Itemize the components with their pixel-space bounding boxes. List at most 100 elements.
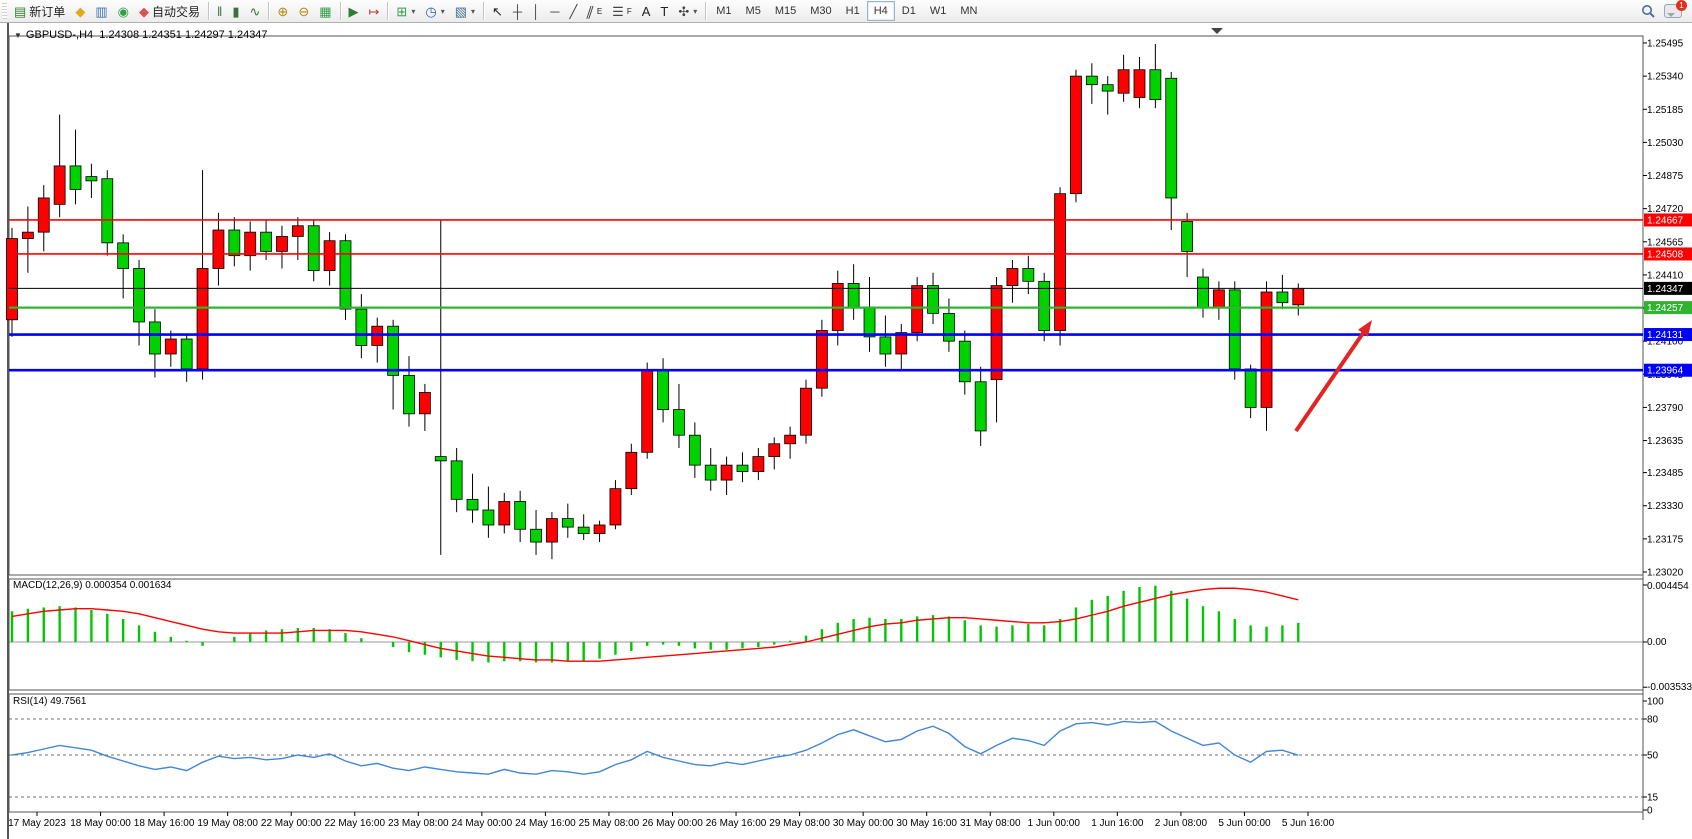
chart-canvas[interactable]: 1.25495 1.25340 1.25185 1.25030 1.24875 1.247… xyxy=(0,23,1692,839)
rsi-pane[interactable] xyxy=(8,693,1644,813)
arrows-tool-button[interactable]: ✣ ▾ xyxy=(673,0,702,22)
candle-body xyxy=(863,306,876,338)
time-tick-label: 22 May 00:00 xyxy=(261,818,322,829)
zoom-out-button[interactable]: ⊖ xyxy=(293,0,314,22)
trendline-tool-button[interactable]: ╱ xyxy=(564,0,582,22)
text-tool-icon: A xyxy=(641,3,651,19)
mql-community-button[interactable]: ◆ xyxy=(70,0,90,22)
price-line-label-box xyxy=(1644,247,1692,261)
time-tick-label: 30 May 00:00 xyxy=(833,818,894,829)
indicators-icon: ⊞ xyxy=(396,3,408,19)
toolbar-separator xyxy=(339,2,341,20)
crosshair-tool-button[interactable]: ┼ xyxy=(508,0,527,22)
candle-body xyxy=(6,238,18,321)
time-tick-label: 1 Jun 16:00 xyxy=(1091,818,1144,829)
chart-shift-marker[interactable] xyxy=(1211,28,1223,34)
price-tick-label: 1.24720 xyxy=(1647,204,1684,215)
price-tick-label: 1.25495 xyxy=(1647,39,1684,50)
bar-chart-icon: ‖ xyxy=(216,3,223,19)
candle-body xyxy=(990,285,1003,381)
candle-body xyxy=(720,464,733,481)
time-tick-label: 26 May 16:00 xyxy=(706,818,767,829)
candlestick-chart-button[interactable]: ▮ xyxy=(227,0,244,22)
candle-body xyxy=(339,240,352,310)
candle-body xyxy=(323,240,336,272)
chart-shift-button[interactable]: ↦ xyxy=(364,0,385,22)
candle-body xyxy=(133,268,145,323)
timeframe-h4-button[interactable]: H4 xyxy=(866,1,895,21)
timeframe-m5-button[interactable]: M5 xyxy=(745,5,761,17)
candle-body xyxy=(101,178,114,244)
candle-body xyxy=(1054,193,1066,331)
timeframe-m15-button[interactable]: M15 xyxy=(774,5,797,17)
templates-button[interactable]: ▧ ▾ xyxy=(450,0,480,22)
candle-body xyxy=(561,518,574,528)
channel-tool-button[interactable]: ∥ E xyxy=(582,0,607,22)
timeframe-w1-button[interactable]: W1 xyxy=(929,5,947,17)
candle-body xyxy=(514,501,527,530)
cursor-tool-button[interactable]: ↖ xyxy=(487,0,508,22)
candle-body xyxy=(37,197,50,233)
chart-window: 1.25495 1.25340 1.25185 1.25030 1.24875 1.247… xyxy=(0,23,1692,839)
zoom-in-button[interactable]: ⊕ xyxy=(272,0,293,22)
auto-trading-button-label: 自动交易 xyxy=(151,4,200,19)
market-button[interactable]: ▥ xyxy=(90,0,112,22)
chart-left-border xyxy=(7,23,9,839)
templates-icon: ▧ xyxy=(454,3,467,19)
crosshair-tool-icon: ┼ xyxy=(512,3,523,19)
indicators-button[interactable]: ⊞ ▾ xyxy=(391,0,420,22)
time-tick-label: 19 May 08:00 xyxy=(197,818,258,829)
auto-trading-icon: ◆ xyxy=(138,3,149,19)
candle-body xyxy=(736,464,749,472)
candle-body xyxy=(1260,291,1273,408)
timeframe-d1-button[interactable]: D1 xyxy=(901,5,916,17)
auto-trading-button[interactable]: ◆ 自动交易 xyxy=(134,0,205,22)
text-label-tool-button[interactable]: T xyxy=(655,0,673,22)
toolbar-separator xyxy=(483,2,485,20)
new-order-icon: ▤ xyxy=(14,3,27,19)
bar-chart-button[interactable]: ‖ xyxy=(212,0,227,22)
tile-windows-button[interactable]: ▦ xyxy=(314,0,336,22)
candle-body xyxy=(85,176,98,182)
horizontal-line-tool-button[interactable]: ─ xyxy=(545,0,564,22)
main-pane[interactable] xyxy=(8,35,1644,576)
one-click-trading-icon[interactable]: ▼ xyxy=(14,31,22,40)
chevron-down-icon: ▾ xyxy=(693,6,698,16)
macd-value-main: 0.000354 xyxy=(85,580,127,591)
trend-arrow-object[interactable] xyxy=(1294,327,1369,433)
candle-body xyxy=(895,332,908,355)
fibonacci-tool-button[interactable]: ☰ F xyxy=(607,0,637,22)
line-chart-button[interactable]: ∿ xyxy=(245,0,266,22)
signals-button[interactable]: ◉ xyxy=(113,0,134,22)
macd-tick-label: 0.004454 xyxy=(1647,581,1689,592)
candle-body xyxy=(625,451,638,490)
time-tick-label: 29 May 08:00 xyxy=(769,818,830,829)
timeframe-mn-button[interactable]: MN xyxy=(960,5,978,17)
candle-body xyxy=(1197,276,1209,308)
time-tick-label: 31 May 08:00 xyxy=(960,818,1021,829)
notification-badge: 1 xyxy=(1676,0,1687,11)
timeframe-m1-button[interactable]: M1 xyxy=(716,5,732,17)
candle-body xyxy=(1292,287,1305,306)
vertical-line-tool-button[interactable]: │ xyxy=(527,0,545,22)
ohlc-close: 1.24347 xyxy=(227,29,268,41)
search-icon[interactable] xyxy=(1641,4,1656,19)
candle-body xyxy=(641,370,654,453)
zoom-out-icon: ⊖ xyxy=(298,3,310,19)
auto-scroll-button[interactable]: ▶ xyxy=(344,0,364,22)
periods-button[interactable]: ◷ ▾ xyxy=(420,0,449,22)
candle-body xyxy=(307,225,320,272)
candle-body xyxy=(212,229,225,269)
chat-icon[interactable]: 1 xyxy=(1664,0,1687,18)
time-tick-label: 17 May 2023 xyxy=(8,818,66,829)
trendline-tool-icon: ╱ xyxy=(569,3,578,19)
price-tick-label: 1.23485 xyxy=(1647,468,1684,479)
price-line-label-box xyxy=(1644,363,1692,377)
candle-body xyxy=(466,498,479,511)
candle-body xyxy=(609,488,622,526)
timeframe-m30-button[interactable]: M30 xyxy=(810,5,832,17)
text-tool-button[interactable]: A xyxy=(637,0,656,22)
new-order-button[interactable]: ▤ 新订单 xyxy=(9,0,70,22)
timeframe-h1-button[interactable]: H1 xyxy=(845,5,860,17)
macd-pane[interactable] xyxy=(8,578,1644,691)
